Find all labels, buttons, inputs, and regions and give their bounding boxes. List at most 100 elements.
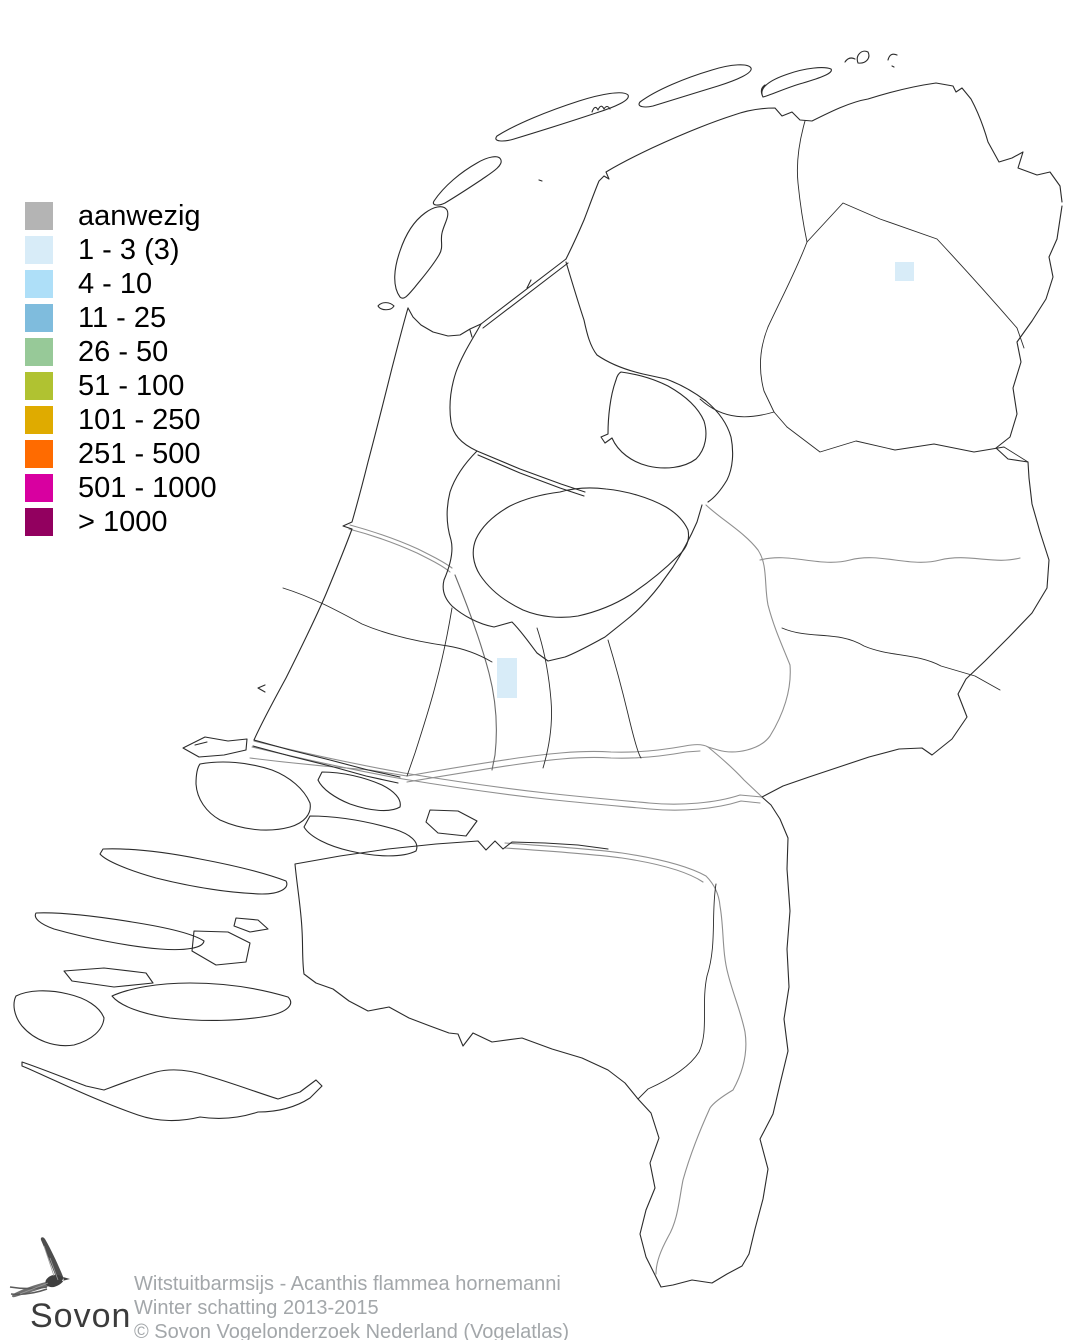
legend-item: 501 - 1000 — [25, 472, 217, 504]
province-borders — [282, 120, 1029, 1100]
border-brabant-limburg — [637, 883, 717, 1100]
river-vecht — [759, 557, 1021, 563]
legend-item: 11 - 25 — [25, 302, 217, 334]
island-tholen — [191, 930, 251, 966]
legend-label: 26 - 50 — [78, 336, 169, 368]
border-utrecht-holland — [406, 607, 453, 777]
islets-rottum — [844, 50, 898, 68]
channel-nieuwe-waterweg — [252, 739, 401, 784]
island-schiermonnikoog — [760, 67, 832, 98]
legend-item: aanwezig — [25, 200, 217, 232]
sovon-logo — [9, 1237, 70, 1298]
distribution-cells — [497, 262, 914, 698]
season-subtitle: Winter schatting 2013-2015 — [134, 1297, 379, 1319]
river-lek-2 — [406, 750, 701, 783]
legend-label: > 1000 — [78, 506, 168, 538]
polder-noordoostpolder — [600, 371, 707, 469]
island-hoeksche-waard — [303, 815, 418, 857]
border-friesland-groningen — [796, 120, 808, 243]
river-ijssel — [705, 504, 791, 753]
legend-label: 101 - 250 — [78, 404, 201, 436]
legend-label: 251 - 500 — [78, 438, 201, 470]
legend-swatch — [25, 406, 53, 434]
legend-item: 4 - 10 — [25, 268, 217, 300]
island-sint-philipsland — [233, 917, 269, 933]
island-voorne-putten — [195, 761, 311, 831]
border-drenthe-south — [786, 426, 1029, 463]
island-zuid-beveland — [111, 982, 292, 1022]
river-lek — [406, 744, 763, 798]
border-gelderse-vallei — [607, 639, 642, 759]
coast-west — [253, 307, 409, 741]
region-zeeuws-vlaanderen — [21, 1061, 323, 1122]
border-noord-zuid-holland — [282, 587, 493, 663]
dike-houtribdijk — [476, 450, 586, 497]
legend-swatch — [25, 236, 53, 264]
island-noord-beveland — [63, 967, 154, 988]
legend-item: > 1000 — [25, 506, 217, 538]
canal-noordzeekanaal-2 — [348, 528, 451, 573]
legend-swatch — [25, 338, 53, 366]
rivers — [249, 504, 1021, 1275]
island-ijsselmonde — [317, 771, 401, 812]
legend-swatch — [25, 304, 53, 332]
distribution-cell — [497, 658, 517, 678]
island-walcheren — [13, 990, 105, 1047]
river-maas-2 — [504, 847, 704, 883]
copyright-line: © Sovon Vogelonderzoek Nederland (Vogela… — [134, 1321, 570, 1340]
sovon-logo-text: Sovon — [30, 1297, 132, 1335]
legend-item: 26 - 50 — [25, 336, 217, 368]
canal-noordzeekanaal — [349, 524, 453, 569]
coast-friesland-groningen — [565, 82, 1063, 260]
legend-label: 11 - 25 — [78, 302, 167, 334]
border-utrecht-gelderland — [536, 627, 552, 769]
swallow-icon — [9, 1237, 70, 1298]
coast-north-holland — [407, 307, 703, 662]
legend-item: 51 - 100 — [25, 370, 217, 402]
legend-swatch — [25, 474, 53, 502]
map-caption: Witstuitbarmsijs - Acanthis flammea horn… — [134, 1272, 569, 1340]
species-title: Witstuitbarmsijs - Acanthis flammea horn… — [134, 1273, 561, 1295]
canal-amsterdam-rijnkanaal — [454, 574, 497, 771]
legend-item: 1 - 3 (3) — [25, 234, 217, 266]
island-schouwen — [34, 912, 205, 951]
legend-item: 251 - 500 — [25, 438, 217, 470]
island-texel — [394, 206, 449, 299]
border-drenthe-west — [760, 241, 808, 428]
distribution-cell — [895, 262, 914, 281]
river-waterweg-waal — [253, 740, 763, 805]
river-maas — [504, 842, 747, 1275]
distribution-cell — [497, 678, 517, 698]
river-waterweg-waal-2 — [251, 746, 761, 811]
legend-label: 501 - 1000 — [78, 472, 217, 504]
island-goeree — [99, 848, 288, 895]
island-dordrecht — [425, 809, 478, 837]
legend-swatch — [25, 372, 53, 400]
legend-label: 4 - 10 — [78, 268, 153, 300]
coast-south-east-mainland — [294, 205, 1063, 1288]
legend-swatch — [25, 270, 53, 298]
legend: aanwezig 1 - 3 (3) 4 - 10 11 - 25 26 - 50 51 … — [25, 202, 217, 542]
dike-afsluitdijk — [480, 258, 569, 329]
island-terschelling — [495, 92, 629, 142]
island-noorderhaaks — [377, 302, 395, 311]
legend-label: aanwezig — [78, 200, 201, 232]
legend-label: 1 - 3 (3) — [78, 234, 180, 266]
border-friesland-overijssel — [699, 398, 775, 418]
island-ameland — [638, 64, 752, 108]
legend-swatch — [25, 508, 53, 536]
island-europoort — [182, 736, 248, 758]
border-drenthe-north — [806, 202, 1025, 349]
coastlines — [13, 50, 1063, 1288]
coast-ijsselmeer-east — [565, 261, 734, 503]
legend-item: 101 - 250 — [25, 404, 217, 436]
islet-griend — [538, 179, 543, 182]
island-terschelling-detail — [591, 105, 611, 113]
legend-label: 51 - 100 — [78, 370, 185, 402]
polder-flevoland — [472, 487, 690, 618]
legend-swatch — [25, 202, 53, 230]
island-vlieland — [432, 156, 502, 206]
legend-swatch — [25, 440, 53, 468]
